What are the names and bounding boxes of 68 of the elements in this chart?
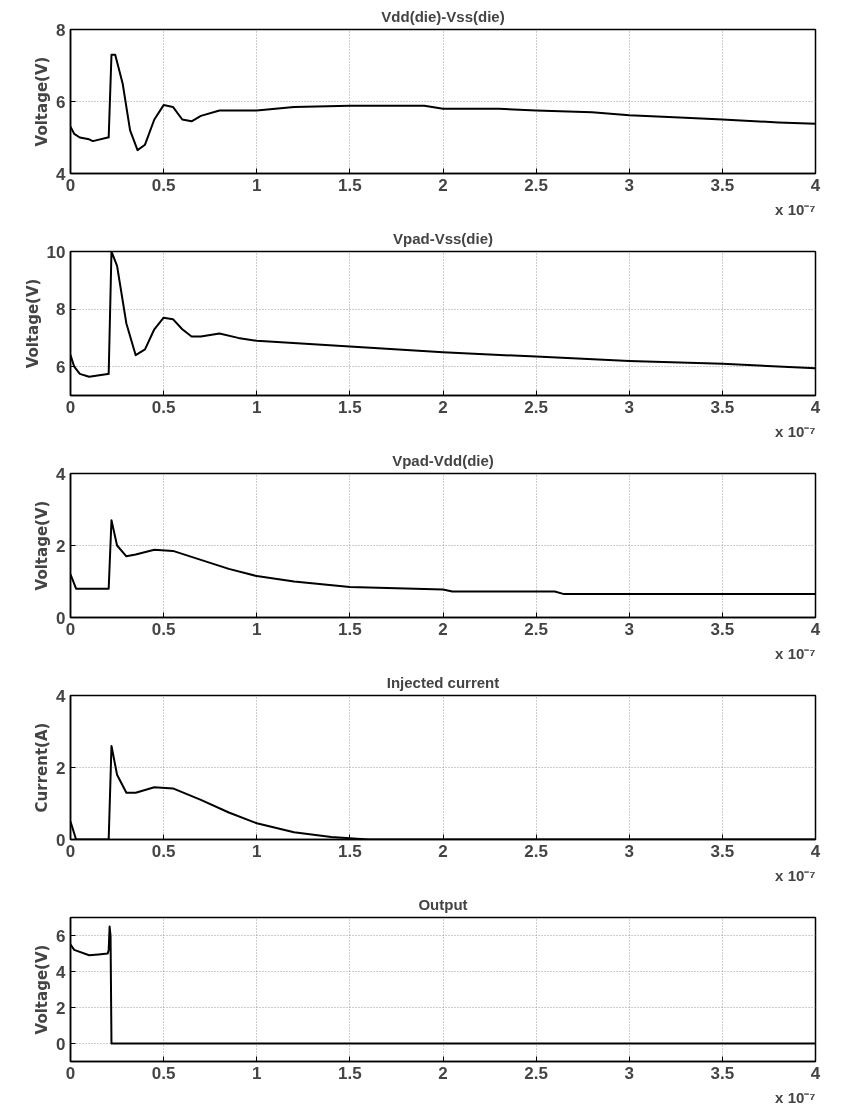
text: x 10⁻⁷	[775, 866, 816, 884]
x-tick-label: 3.5	[710, 397, 735, 417]
y-axis-title: Voltage(V)	[33, 56, 52, 147]
x-tick-label: 0.5	[151, 397, 176, 417]
x-tick-label: 3	[624, 397, 634, 417]
x-tick-label: 3.5	[710, 841, 735, 861]
text: x 10⁻⁷	[775, 1088, 816, 1106]
y-tick-label: 4	[56, 962, 67, 982]
x-tick-label: 0.5	[151, 175, 176, 195]
y-tick-label: 4	[56, 464, 67, 484]
x-tick-label: 3.5	[710, 175, 735, 195]
x-tick-label: 4	[810, 175, 821, 195]
x-tick-label: 3.5	[710, 1063, 735, 1083]
x-tick-label: 2.5	[524, 175, 548, 195]
x-tick-label: 3	[624, 1063, 634, 1083]
y-axis-title: Voltage(V)	[23, 278, 42, 369]
x-tick-label: 2.5	[524, 841, 548, 861]
text: x 10⁻⁷	[775, 644, 816, 662]
x-tick-label: 0.5	[151, 841, 176, 861]
y-tick-label: 8	[56, 300, 66, 320]
y-tick-label: 10	[46, 242, 66, 262]
text: x 10⁻⁷	[775, 422, 816, 440]
x-tick-label: 1.5	[338, 841, 362, 861]
x-tick-label: 2.5	[524, 1063, 548, 1083]
y-tick-label: 0	[56, 1034, 66, 1054]
x-tick-label: 2	[438, 175, 448, 195]
text: x 10⁻⁷	[775, 200, 816, 218]
chart-title: Vpad-Vss(die)	[392, 229, 494, 247]
x-tick-label: 1	[252, 619, 262, 639]
x-tick-label: 1.5	[338, 175, 362, 195]
chart-title: Vdd(die)-Vss(die)	[381, 7, 505, 25]
x-tick-label: 2.5	[524, 397, 548, 417]
x-tick-label: 1.5	[338, 397, 362, 417]
x-tick-label: 1.5	[338, 1063, 362, 1083]
x-tick-label: 4	[810, 619, 821, 639]
y-tick-label: 2	[56, 998, 66, 1018]
x-tick-label: 4	[810, 1063, 821, 1083]
x-tick-label: 3	[624, 619, 634, 639]
y-tick-label: 6	[56, 926, 66, 946]
x-tick-label: 4	[810, 841, 821, 861]
y-tick-label: 8	[56, 20, 66, 40]
y-tick-label: 6	[56, 92, 66, 112]
y-tick-label: 2	[56, 758, 66, 778]
x-tick-label: 2	[438, 1063, 448, 1083]
y-axis-title: Voltage(V)	[33, 500, 52, 591]
x-tick-label: 3.5	[710, 619, 735, 639]
x-tick-label: 2	[438, 397, 448, 417]
x-tick-label: 0.5	[151, 1063, 176, 1083]
x-tick-label: 1	[252, 841, 262, 861]
y-tick-label: 6	[56, 357, 66, 377]
x-tick-label: 4	[810, 397, 821, 417]
x-tick-label: 1	[252, 397, 262, 417]
x-tick-label: 3	[624, 175, 634, 195]
x-tick-label: 2.5	[524, 619, 548, 639]
y-axis-title: Current(A)	[33, 722, 52, 813]
x-tick-label: 0.5	[151, 619, 176, 639]
y-tick-label: 2	[56, 536, 66, 556]
y-axis-title: Voltage(V)	[33, 944, 52, 1035]
x-tick-label: 1.5	[338, 619, 362, 639]
x-tick-label: 1	[252, 1063, 262, 1083]
chart-title: Output	[418, 895, 468, 913]
chart-title: Injected current	[386, 673, 500, 691]
chart-title: Vpad-Vdd(die)	[392, 451, 494, 469]
x-tick-label: 1	[252, 175, 262, 195]
x-tick-label: 2	[438, 619, 448, 639]
x-tick-label: 2	[438, 841, 448, 861]
y-tick-label: 4	[56, 686, 67, 706]
x-tick-label: 3	[624, 841, 634, 861]
